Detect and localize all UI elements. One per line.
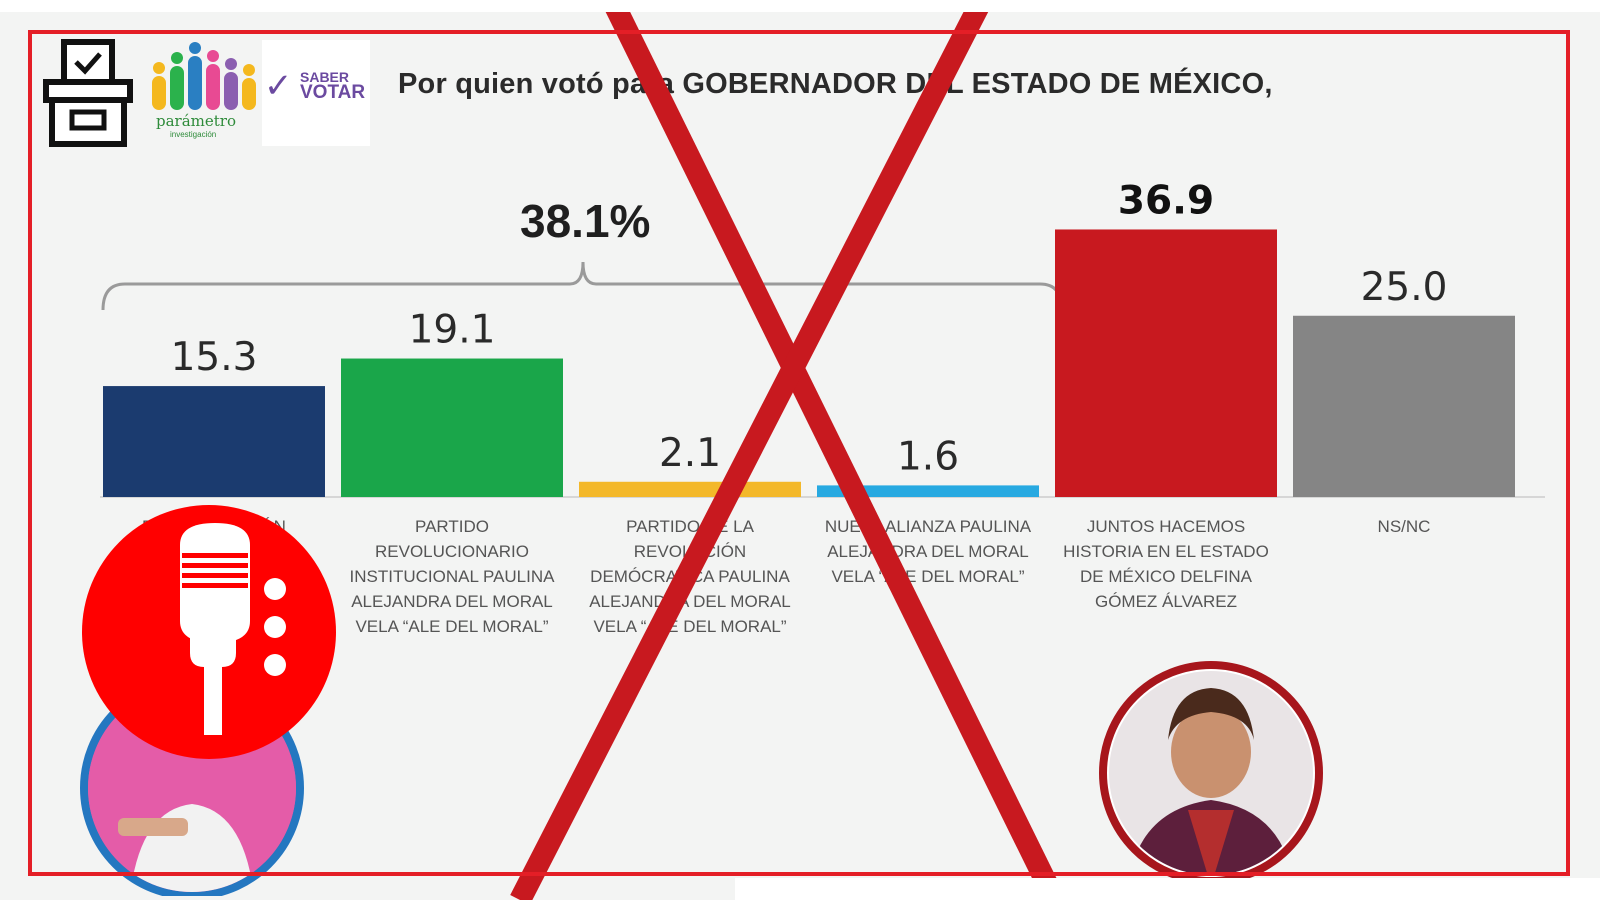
red-frame <box>28 30 1570 876</box>
saber-votar-text: SABER VOTAR <box>300 69 366 103</box>
microphone-icon <box>180 523 286 735</box>
bar-value-label-5: 25.0 <box>1361 265 1448 310</box>
bar-0 <box>103 386 325 497</box>
bar-5 <box>1293 315 1515 497</box>
bar-value-label-0: 15.3 <box>171 335 258 380</box>
parametro-name: parámetro <box>156 112 236 130</box>
bottom-edge <box>735 878 1600 900</box>
top-edge <box>0 0 1600 12</box>
category-label-1: PARTIDO REVOLUCIONARIO INSTITUCIONAL PAU… <box>349 517 555 636</box>
people-bars-icon <box>152 42 256 110</box>
bar-value-label-4: 36.9 <box>1118 178 1214 223</box>
bar-4 <box>1055 229 1277 497</box>
microphone-badge <box>82 505 336 759</box>
candidate-photo-delfina <box>1099 661 1323 885</box>
saber-votar-logo <box>262 40 370 146</box>
ballot-box-icon <box>43 39 133 147</box>
checkmark-icon: ✓ <box>264 67 293 105</box>
category-label-4: JUNTOS HACEMOS HISTORIA EN EL ESTADO DE … <box>1063 517 1269 611</box>
parametro-logo: parámetro investigación <box>150 38 260 148</box>
bar-value-label-1: 19.1 <box>409 308 496 353</box>
category-label-5: NS/NC <box>1377 517 1431 536</box>
parametro-subtitle: investigación <box>170 130 217 139</box>
